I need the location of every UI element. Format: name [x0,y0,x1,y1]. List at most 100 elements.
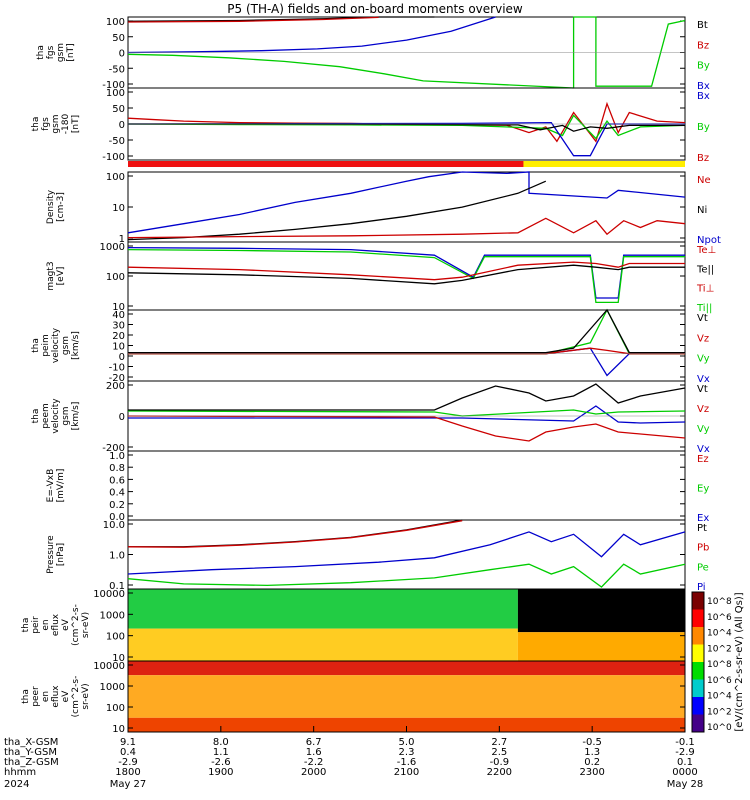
ylabel-fgs-180-0: tha [31,117,41,132]
legend-fgs-2: By [697,61,710,72]
legend-magt3-1: Te|| [696,264,714,275]
ytick-label-magt3-2: 10 [112,302,125,313]
ytick-label-peim-velocity-3: 10 [112,342,125,353]
ephem-y-4: 2.5 [491,747,507,758]
ylabel-density-1: [cm-3] [56,192,66,222]
ephem-y-1: 1.1 [213,747,229,758]
ytick-label-pressure-2: 0.1 [109,581,125,592]
series-fgs-Bz [127,16,379,23]
ytick-label-peer-flux-0: 10000 [93,661,125,672]
legend-pressure-3: Pi [697,582,706,593]
legend-peim-velocity-0: Vt [697,313,708,324]
ylabel-fgs-1: fgs [46,45,56,59]
heatmap-cell-peir-flux-0 [128,589,518,629]
series-peem-velocity-Vt [128,383,686,411]
legend-fgs-180-0: Bx [697,91,710,102]
ytick-label-fgs-3: -50 [109,64,125,75]
legend-peem-velocity-3: Vx [697,444,710,455]
ylabel-peim-velocity-4: [km/s] [71,331,81,360]
ephem-z-1: -2.6 [211,757,231,768]
series-magt3-Ti|| [127,248,685,304]
ylabel-peer-flux-5: (cm^2-s- [71,676,81,718]
colorbar-tick-6: 10^4 [707,692,732,702]
ytick-label-peim-velocity-2: 20 [112,331,125,342]
series-pressure-Pt [128,519,463,548]
colorbar-segment-6 [692,697,704,715]
legend-density-2: Npot [697,235,721,246]
ylabel-fgs-180-3: -180 [61,114,71,135]
ylabel-peer-flux-3: eflux [51,685,61,708]
ytick-label-peem-velocity-1: 0 [119,412,125,423]
colorbar-segment-2 [692,627,704,645]
heatmap-cell-peer-flux-1 [128,675,685,718]
ytick-label-efield-1: 0.8 [109,463,125,474]
series-magt3-Te⊥ [127,261,685,281]
ytick-label-fgs-2: 0 [119,49,125,60]
xtick-label-6: 0000 [672,767,697,778]
ytick-label-efield-0: 1.0 [109,451,125,462]
legend-efield-1: Ey [697,484,709,495]
panel-frame-density [127,171,686,243]
ytick-label-peer-flux-1: 1000 [100,682,125,693]
ytick-label-density-1: 10 [112,203,125,214]
ylabel-peim-velocity-0: tha [31,338,41,353]
ylabel-peim-velocity-3: gsm [61,336,71,355]
ytick-label-fgs-180-3: -50 [109,136,125,147]
legend-fgs-1: Bz [697,40,709,51]
series-peem-velocity-Vy [127,409,686,417]
ytick-label-peim-velocity-5: -10 [109,363,125,374]
ylabel-peir-flux-4: eV [61,618,71,631]
ytick-label-efield-5: 0.0 [109,512,125,523]
legend-magt3-2: Ti⊥ [696,284,714,295]
ytick-label-peir-flux-2: 100 [106,632,125,643]
series-pressure-Pe [127,563,686,588]
ephem-z-4: -0.9 [490,757,510,768]
legend-magt3-3: Ti|| [696,303,712,314]
xtick-label-1: 1900 [208,767,233,778]
colorbar-tick-8: 10^0 [707,723,732,733]
ytick-label-pressure-0: 10.0 [103,520,125,531]
ylabel-fgs-3: [nT] [66,43,76,61]
row-label-3: hhmm [4,767,36,778]
ylabel-fgs-180-1: fgs [41,117,51,131]
legend-pressure-0: Pt [697,523,707,534]
ylabel-peer-flux-1: peer [31,686,41,707]
series-peem-velocity-Vz [127,415,686,442]
ytick-label-fgs-0: 100 [106,17,125,28]
ytick-label-density-2: 1 [119,234,125,245]
ephem-y-3: 2.3 [399,747,415,758]
ylabel-peem-velocity-0: tha [31,409,41,424]
ylabel-pressure-0: Pressure [46,535,56,574]
ytick-label-fgs-180-1: 50 [112,104,125,115]
colorbar-tick-4: 10^8 [707,660,732,670]
ylabel-magt3-0: magt3 [46,261,56,290]
ephem-x-1: 8.0 [213,737,229,748]
ephem-x-0: 9.1 [120,737,136,748]
ephem-x-2: 6.7 [306,737,322,748]
ylabel-fgs-180-2: gsm [51,114,61,133]
legend-peim-velocity-3: Vx [697,374,710,385]
series-fgs-By [127,16,686,89]
ylabel-efield-0: E=-VxB [46,469,56,503]
xtick-label-5: 2300 [579,767,604,778]
legend-density-1: Ni [697,205,707,216]
series-fgs-180-By [127,114,686,140]
ylabel-peer-flux-0: tha [21,689,31,704]
ylabel-peem-velocity-4: [km/s] [71,402,81,431]
xtick-date-6: May 28 [667,779,704,790]
xtick-date-0: May 27 [110,779,147,790]
ytick-label-peem-velocity-2: -200 [102,443,125,454]
ytick-label-fgs-180-4: -100 [102,152,125,163]
ylabel-peer-flux-2: en [41,691,51,702]
row-label-1: tha_Y-GSM [4,747,57,758]
colorbar-tick-7: 10^2 [707,707,732,717]
heatmap-cell-peir-flux-1 [128,628,518,661]
ephem-z-6: 0.1 [677,757,693,768]
ylabel-peer-flux-4: eV [61,690,71,703]
ytick-label-peir-flux-1: 1000 [100,610,125,621]
ephem-y-6: -2.9 [675,747,695,758]
series-density-Ne [127,217,686,239]
colorbar-segment-5 [692,679,704,698]
ephem-y-2: 1.6 [306,747,322,758]
